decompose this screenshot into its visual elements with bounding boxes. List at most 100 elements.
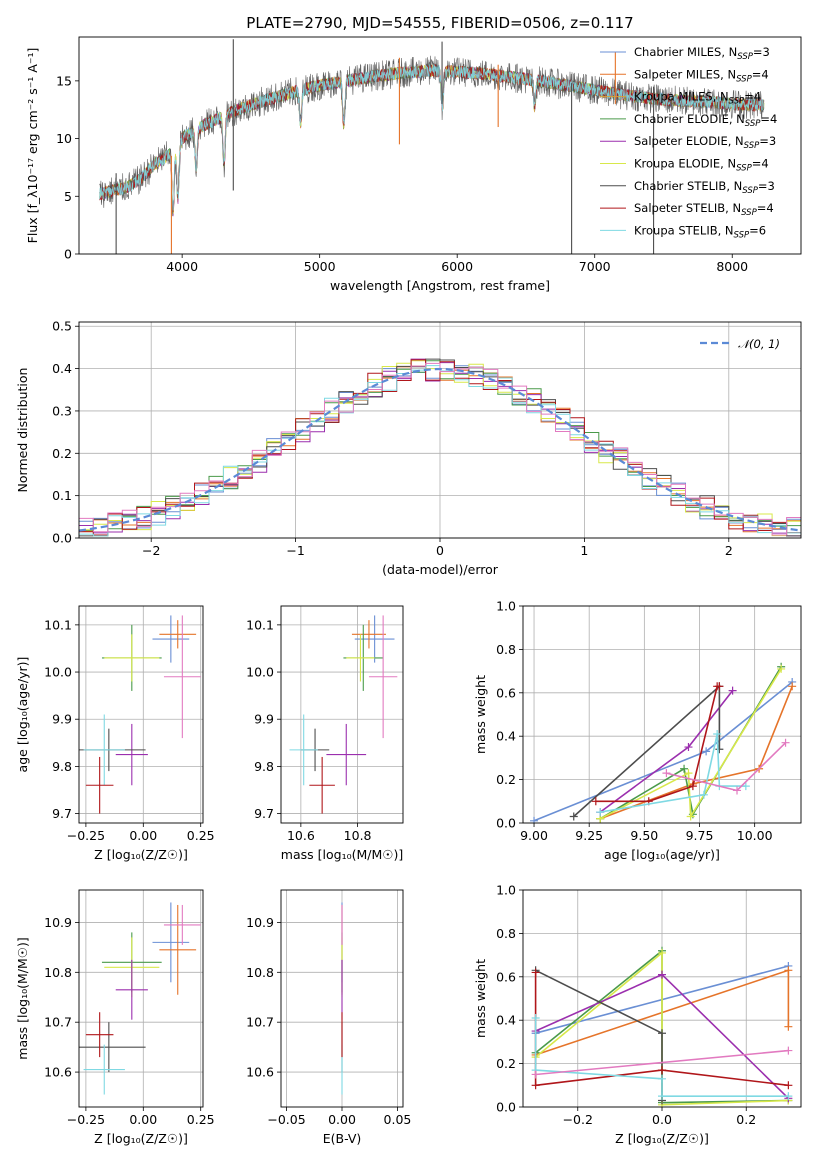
legend-entry: Kroupa STELIB, NSSP=6 — [634, 223, 766, 240]
weight-point-marker — [531, 1070, 540, 1079]
weight-point-marker — [662, 769, 671, 778]
data-point — [152, 615, 190, 663]
y-tick-label: 9.9 — [52, 712, 72, 727]
y-tick-label: 10 — [56, 131, 72, 146]
figure-title: PLATE=2790, MJD=54555, FIBERID=0506, z=0… — [246, 14, 633, 32]
mass_weight_vs_age-plot-area — [530, 662, 797, 823]
y-tick-label: 0.6 — [496, 685, 516, 700]
mass_vs_Z-plot-area — [79, 902, 201, 1095]
data-point — [83, 714, 125, 786]
legend-entry: Chabrier ELODIE, NSSP=4 — [634, 112, 777, 129]
data-point — [83, 1044, 125, 1095]
residuals-ticks: −2 −1 0 1 2 0.0 0.1 0.2 0.3 0.4 0.5 — [52, 319, 733, 558]
gaussian-curve — [79, 367, 801, 532]
mass_weight_vs_Z-panel: −0.2 0.0 0.2 0.0 0.2 0.4 0.6 0.8 1.0 Z [log₁₀(Z/Z… — [473, 883, 802, 1146]
y-tick-label: 0.6 — [496, 969, 516, 984]
age_vs_Z-plot-area — [79, 615, 201, 814]
y-tick-label: 9.7 — [254, 806, 274, 821]
weight-point-marker — [784, 966, 793, 975]
weight-point-marker — [658, 1074, 666, 1083]
mass_vs_Z-panel: −0.25 0.00 0.25 10.6 10.7 10.8 10.9 Z [log₁₀(Z/… — [15, 889, 215, 1146]
histogram-step-line — [79, 362, 801, 536]
weight-point-marker — [658, 1029, 666, 1038]
mass_vs_Z-grid — [79, 890, 203, 1107]
weight-point-marker — [713, 730, 722, 739]
weight-point-marker — [658, 1092, 666, 1101]
weight-point-marker — [784, 1092, 793, 1101]
y-tick-label: 0.4 — [496, 729, 516, 744]
x-tick-label: 0.05 — [384, 1112, 412, 1127]
y-tick-label: 0.0 — [496, 816, 516, 831]
spectrum-x-axis-label: wavelength [Angstrom, rest frame] — [330, 278, 550, 293]
weight-point-marker — [531, 1014, 540, 1023]
residuals-frame — [78, 321, 802, 539]
y-tick-label: 0.4 — [52, 361, 72, 376]
y-tick-label: 15 — [56, 73, 72, 88]
x-tick-label: −2 — [142, 543, 160, 558]
residuals-panel: −2 −1 0 1 2 0.0 0.1 0.2 0.3 0.4 0.5 (data-model)/er… — [15, 319, 802, 577]
age_vs_mass-plot-area — [289, 615, 398, 814]
mass_weight_vs_Z-ticks: −0.2 0.0 0.2 0.0 0.2 0.4 0.6 0.8 1.0 — [496, 883, 756, 1128]
x-tick-label: 10.6 — [287, 828, 315, 843]
y-tick-label: 10.6 — [44, 1065, 72, 1080]
data-point — [346, 634, 375, 682]
weight-point-marker — [777, 664, 786, 673]
x-tick-label: 9.25 — [575, 828, 603, 843]
age_vs_Z-frame — [78, 605, 204, 824]
weight-series-line — [533, 681, 793, 822]
weight-point-marker — [684, 743, 693, 752]
y-tick-label: 10.8 — [44, 965, 72, 980]
age_vs_mass-frame — [280, 605, 404, 824]
mass_vs_ebv-x-axis-label: E(B-V) — [323, 1131, 362, 1146]
mass_weight_vs_age-x-axis-label: age [log₁₀(age/yr)] — [604, 847, 720, 862]
weight-series-line — [535, 969, 663, 1101]
spectrum-panel: 4000 5000 6000 7000 8000 0 5 10 15 wavelength [An… — [25, 36, 802, 293]
mass_vs_ebv-frame — [280, 889, 404, 1108]
weight-point-marker — [784, 1081, 793, 1090]
residuals-legend: 𝒩(0, 1) — [700, 337, 780, 351]
weight-point-marker — [658, 1066, 666, 1075]
y-tick-label: 0 — [64, 247, 72, 262]
weight-point-marker — [531, 1081, 540, 1090]
x-tick-label: −0.05 — [267, 1112, 305, 1127]
residuals-y-axis-label: Normed distribution — [15, 368, 30, 493]
y-tick-label: 9.9 — [254, 712, 274, 727]
x-tick-label: 9.50 — [630, 828, 658, 843]
y-tick-label: 10.1 — [246, 617, 274, 632]
histogram-step-line — [79, 358, 801, 537]
weight-point-marker — [531, 968, 540, 977]
legend-entry: Salpeter ELODIE, NSSP=3 — [634, 134, 776, 151]
mass_weight_vs_age-frame — [522, 605, 802, 824]
weight-point-marker — [728, 686, 737, 695]
legend-entry: Kroupa ELODIE, NSSP=4 — [634, 157, 769, 174]
x-tick-label: 0.0 — [652, 1112, 672, 1127]
data-point — [104, 634, 160, 682]
weight-point-marker — [591, 797, 600, 806]
spectrum-frame — [78, 36, 802, 255]
data-point — [289, 714, 318, 786]
age_vs_mass-x-axis-label: mass [log₁₀(M/M☉)] — [281, 847, 403, 862]
y-tick-label: 10.9 — [246, 915, 274, 930]
x-tick-label: 0.00 — [129, 828, 157, 843]
age_vs_Z-panel: −0.25 0.00 0.25 9.7 9.8 9.9 10.0 10.1 Z [log₁₀(Z… — [15, 605, 215, 862]
x-tick-label: 0.00 — [129, 1112, 157, 1127]
y-tick-label: 1.0 — [496, 883, 516, 898]
y-tick-label: 9.8 — [52, 759, 72, 774]
spectrum-legend: Chabrier MILES, NSSP=3 Salpeter MILES, NS… — [600, 45, 777, 240]
mass_weight_vs_Z-y-axis-label: mass weight — [473, 959, 488, 1038]
x-tick-label: 1 — [580, 543, 588, 558]
weight-series-line — [535, 1049, 789, 1076]
legend-entry: Salpeter STELIB, NSSP=4 — [634, 201, 774, 218]
y-tick-label: 10.0 — [44, 665, 72, 680]
spectrum-ticks: 4000 5000 6000 7000 8000 0 5 10 15 — [56, 73, 748, 274]
x-tick-label: 10.8 — [344, 828, 372, 843]
y-tick-label: 10.7 — [246, 1015, 274, 1030]
weight-series-line — [599, 668, 782, 820]
data-point — [152, 902, 190, 983]
data-point — [85, 756, 114, 814]
weight-point-marker — [715, 745, 724, 754]
x-tick-label: 9.75 — [686, 828, 714, 843]
weight-series-line — [599, 666, 782, 820]
weight-point-marker — [569, 812, 578, 821]
